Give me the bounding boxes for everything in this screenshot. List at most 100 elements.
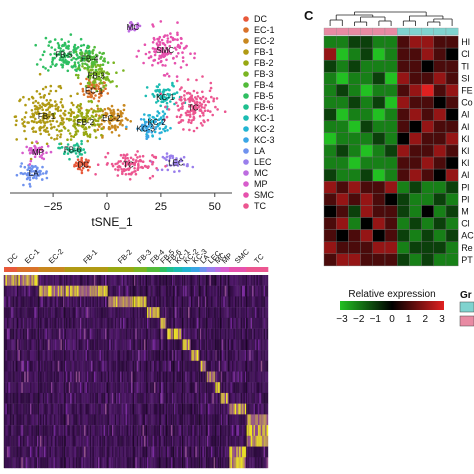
tsne-point xyxy=(84,62,87,66)
tsne-point xyxy=(164,105,167,109)
heat-cell xyxy=(215,350,217,361)
heat-cell xyxy=(146,275,149,286)
heat-cell xyxy=(92,350,95,361)
heat-cell xyxy=(15,317,18,329)
heat-cell xyxy=(5,457,8,469)
heat-cell xyxy=(44,339,46,351)
tsne-point xyxy=(166,37,170,40)
heat-cell xyxy=(71,317,74,329)
tsne-point xyxy=(160,100,163,104)
heat-cell xyxy=(4,317,6,329)
heat-cell xyxy=(143,350,146,361)
heat-cell xyxy=(166,371,169,383)
tsne-point xyxy=(85,77,88,81)
heat-cell xyxy=(240,435,243,447)
heat-cell xyxy=(135,392,137,404)
heat-cell xyxy=(5,360,8,372)
heat-cell xyxy=(16,339,19,351)
tsne-point xyxy=(163,118,166,122)
tsne-point xyxy=(169,100,172,103)
heat-cell xyxy=(103,328,106,340)
tsne-point xyxy=(87,70,91,73)
heat-cell xyxy=(201,457,203,469)
heat-cell xyxy=(257,382,260,394)
heat-cell xyxy=(154,360,156,372)
tsne-point xyxy=(69,112,73,116)
heat-cell xyxy=(53,317,56,329)
heat-cell xyxy=(186,275,189,286)
heat-cell xyxy=(246,414,248,426)
tsne-point xyxy=(117,134,121,137)
heat-cell xyxy=(236,435,238,447)
heat-cell xyxy=(224,350,227,361)
heat-cell xyxy=(49,403,52,415)
heat-cell xyxy=(35,317,38,329)
heat-cell xyxy=(86,392,89,404)
heat-cell xyxy=(98,382,100,394)
tsne-point xyxy=(49,123,53,126)
heat-cell xyxy=(148,457,150,469)
heat-cell xyxy=(182,307,184,319)
tsne-point xyxy=(164,64,167,67)
tsne-point xyxy=(59,101,63,104)
heat-cell xyxy=(237,307,240,319)
heat-cell xyxy=(35,371,38,383)
tsne-point xyxy=(57,46,61,49)
heat-cell xyxy=(227,446,230,458)
heat-cell xyxy=(31,392,34,404)
heat-cell xyxy=(209,275,212,286)
heat-cell xyxy=(125,392,128,404)
heat-cell xyxy=(223,360,225,372)
tsne-point xyxy=(41,165,44,169)
heat-cell xyxy=(195,275,197,286)
tsne-point xyxy=(85,132,89,136)
heat-cell xyxy=(28,446,31,458)
heat-cell xyxy=(27,307,29,319)
tsne-point xyxy=(67,111,71,115)
tsne-point xyxy=(139,158,142,162)
heat-cell xyxy=(185,307,187,319)
heat-cell xyxy=(257,275,260,286)
heat-cell xyxy=(216,275,218,286)
heat-cell xyxy=(209,360,212,372)
heat-cell xyxy=(203,392,206,404)
tsne-point xyxy=(27,121,30,124)
heat-cell xyxy=(240,285,243,297)
heat-cell xyxy=(99,392,102,404)
tsne-point xyxy=(93,78,96,82)
tsne-point xyxy=(182,47,186,50)
heat-cell xyxy=(185,382,187,394)
tsne-point xyxy=(72,148,76,151)
heat-cell xyxy=(246,425,248,437)
cluster-mc xyxy=(127,20,142,33)
heat-cell xyxy=(92,382,95,394)
heat-cell xyxy=(22,317,25,329)
heat-cell xyxy=(103,371,106,383)
heat-cell xyxy=(91,275,93,286)
heat-cell xyxy=(266,339,269,351)
heat-cell xyxy=(175,425,177,437)
heat-cell xyxy=(72,403,75,415)
heat-cell xyxy=(260,307,263,319)
heat-cell xyxy=(143,339,146,351)
heat-cell xyxy=(64,382,67,394)
tsne-point xyxy=(92,48,95,52)
heat-cell xyxy=(4,360,6,372)
heat-cell xyxy=(145,403,148,415)
heat-cell xyxy=(246,435,248,447)
heat-cell xyxy=(67,328,69,340)
tsne-point xyxy=(95,89,99,93)
heat-cell xyxy=(169,339,172,351)
tsne-point xyxy=(154,120,157,123)
tsne-point xyxy=(101,113,104,117)
tsne-point xyxy=(140,166,143,169)
heat-cell xyxy=(79,350,82,361)
heat-cell xyxy=(135,414,137,426)
heat-cell xyxy=(117,285,120,297)
heat-cell xyxy=(212,307,214,319)
heat-cell xyxy=(223,275,225,286)
heat-cell xyxy=(210,382,213,394)
heat-cell xyxy=(105,296,107,308)
heat-cell xyxy=(79,275,82,286)
heat-cell xyxy=(52,275,54,286)
